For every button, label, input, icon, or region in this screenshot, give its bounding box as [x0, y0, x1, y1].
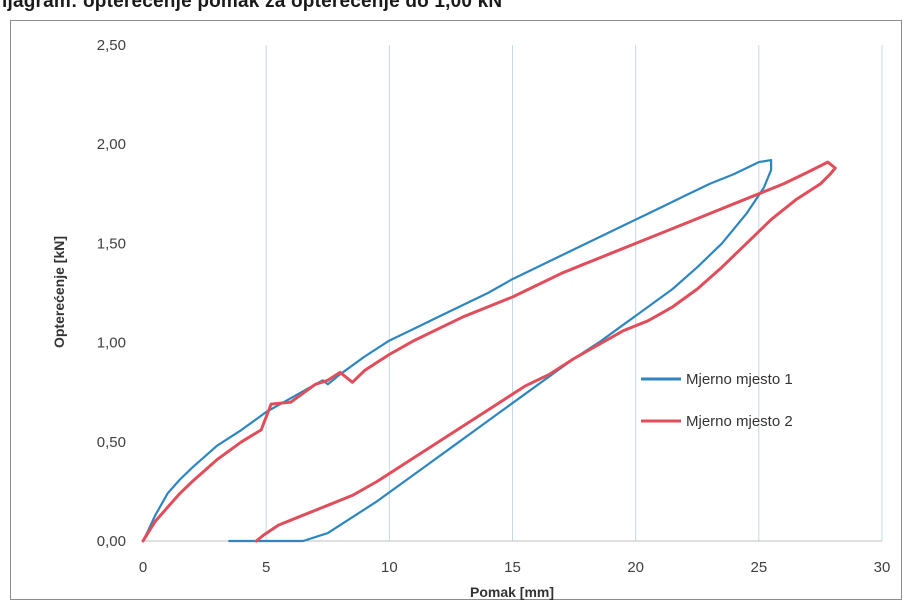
legend-label-1: Mjerno mjesto 1: [686, 371, 793, 388]
series-lines: [141, 159, 837, 543]
x-axis-title: Pomak [mm]: [470, 584, 554, 600]
y-tick-label: 1,50: [97, 235, 126, 252]
legend-label-2: Mjerno mjesto 2: [686, 413, 793, 430]
x-tick-label: 30: [874, 559, 891, 576]
x-tick-label: 10: [381, 559, 398, 576]
x-tick-label: 5: [262, 559, 270, 576]
y-tick-label: 1,00: [97, 335, 126, 352]
y-tick-labels: 0,00 0,50 1,00 1,50 2,00 2,50: [97, 37, 126, 550]
y-axis-title: Opterećenje [kN]: [51, 236, 67, 348]
y-tick-label: 0,00: [97, 533, 126, 550]
x-tick-labels: 0 5 10 15 20 25 30: [139, 559, 891, 576]
series-line-2: [141, 160, 837, 543]
y-tick-label: 2,50: [97, 37, 126, 54]
x-tick-label: 20: [627, 559, 644, 576]
series-line-1: [141, 159, 773, 543]
chart-frame: [10, 20, 902, 600]
x-tick-label: 0: [139, 559, 147, 576]
gridlines: [265, 45, 883, 541]
x-tick-label: 15: [504, 559, 521, 576]
y-tick-label: 0,50: [97, 434, 126, 451]
legend: Mjerno mjesto 1 Mjerno mjesto 2: [641, 371, 793, 430]
x-tick-label: 25: [750, 559, 767, 576]
chart-title: ijagram: opterećenje pomak za opterećenj…: [2, 0, 503, 12]
y-tick-label: 2,00: [97, 136, 126, 153]
